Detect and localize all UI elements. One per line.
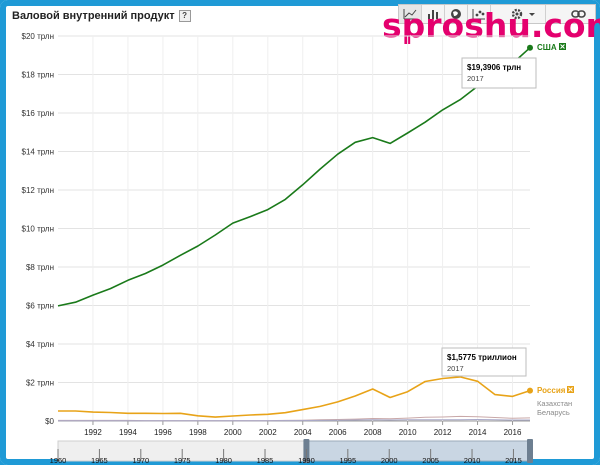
time-range-slider[interactable]: 1960 1965 1970 1975 1980 1985 1990 1995 2000 2005… bbox=[50, 439, 533, 465]
slider-year-label: 2005 bbox=[422, 456, 439, 465]
tooltip-box bbox=[441, 347, 527, 377]
slider-year-label: 1980 bbox=[215, 456, 232, 465]
x-tick-label: 1996 bbox=[154, 428, 172, 437]
line-chart-button[interactable] bbox=[399, 5, 422, 23]
y-tick-label: $12 трлн bbox=[22, 186, 55, 195]
y-tick-label: $18 трлн bbox=[22, 71, 55, 80]
chart-title: Валовой внутренний продукт? bbox=[12, 10, 191, 22]
tooltip-year: 2017 bbox=[447, 364, 464, 373]
x-tick-label: 2002 bbox=[259, 428, 277, 437]
y-tick-label: $14 трлн bbox=[22, 148, 55, 157]
x-axis-ticks: 1992 1994 1996 1998 2000 2002 2004 2006 2008 2010… bbox=[84, 428, 522, 437]
slider-year-label: 2000 bbox=[381, 456, 398, 465]
gear-icon bbox=[511, 8, 535, 20]
x-tick-label: 1992 bbox=[84, 428, 102, 437]
x-tick-label: 2010 bbox=[399, 428, 417, 437]
y-tick-label: $20 трлн bbox=[22, 32, 55, 41]
y-tick-label: $4 трлн bbox=[26, 340, 54, 349]
series-line-1 bbox=[57, 47, 531, 307]
tooltip-year: 2017 bbox=[467, 74, 484, 83]
link-button[interactable] bbox=[567, 5, 589, 23]
scatter-icon bbox=[472, 9, 485, 20]
x-tick-label: 2008 bbox=[364, 428, 382, 437]
slider-year-label: 1985 bbox=[257, 456, 274, 465]
x-tick-label: 2000 bbox=[224, 428, 242, 437]
tooltip-value: $1,5775 триллион bbox=[447, 353, 517, 362]
y-tick-label: $10 трлн bbox=[22, 225, 55, 234]
slider-year-label: 1965 bbox=[91, 456, 108, 465]
slider-year-label: 1970 bbox=[132, 456, 149, 465]
slider-right-handle bbox=[527, 439, 533, 463]
y-tick-label: $16 трлн bbox=[22, 109, 55, 118]
slider-year-label: 2010 bbox=[464, 456, 481, 465]
x-tick-label: 2014 bbox=[469, 428, 487, 437]
slider-year-label: 1960 bbox=[50, 456, 67, 465]
x-tick-label: 2006 bbox=[329, 428, 347, 437]
settings-button[interactable] bbox=[505, 5, 546, 23]
map-button[interactable] bbox=[445, 5, 468, 23]
legend-label-3: Казахстан bbox=[537, 399, 572, 408]
y-tick-label: $2 трлн bbox=[26, 379, 54, 388]
tooltip-value: $19,3906 трлн bbox=[467, 63, 521, 72]
close-icon bbox=[560, 44, 565, 49]
close-icon bbox=[568, 387, 573, 392]
slider-year-label: 2015 bbox=[505, 456, 522, 465]
x-tick-label: 2004 bbox=[294, 428, 312, 437]
bar-chart-icon bbox=[428, 10, 438, 19]
y-tick-label: $8 трлн bbox=[26, 263, 54, 272]
series-line-4 bbox=[58, 419, 530, 422]
help-button[interactable]: ? bbox=[178, 10, 191, 22]
bar-chart-button[interactable] bbox=[422, 5, 445, 23]
map-icon bbox=[451, 9, 461, 19]
legend-label-2: Россия bbox=[537, 386, 566, 395]
chart-title-text: Валовой внутренний продукт bbox=[12, 10, 175, 22]
link-icon bbox=[571, 10, 586, 18]
watermark: sproshu.com bbox=[382, 6, 600, 45]
y-tick-label: $0 bbox=[45, 417, 54, 426]
slider-year-label: 1975 bbox=[174, 456, 191, 465]
chart-tooltips: $19,3906 трлн 2017 $1,5775 триллион 2017 bbox=[441, 57, 537, 377]
x-tick-label: 1998 bbox=[189, 428, 207, 437]
series-endpoint-1 bbox=[527, 44, 533, 51]
legend-label-4: Беларусь bbox=[537, 408, 570, 417]
legend-label-1: США bbox=[537, 43, 557, 52]
slider-year-label: 1995 bbox=[339, 456, 356, 465]
y-tick-label: $6 трлн bbox=[26, 302, 54, 311]
tooltip-box bbox=[461, 57, 537, 89]
slider-year-label: 1990 bbox=[298, 456, 315, 465]
y-axis-ticks: $0 $2 трлн $4 трлн $6 трлн $8 трлн $10 трлн $1… bbox=[22, 32, 55, 426]
x-tick-label: 1994 bbox=[119, 428, 137, 437]
series-line-2 bbox=[58, 376, 531, 418]
x-tick-label: 2012 bbox=[434, 428, 452, 437]
series-endpoint-2 bbox=[527, 387, 533, 394]
chart-series bbox=[57, 44, 533, 422]
x-tick-label: 2016 bbox=[504, 428, 522, 437]
chart-toolbar bbox=[398, 4, 596, 24]
scatter-button[interactable] bbox=[468, 5, 491, 23]
line-chart-icon bbox=[403, 9, 417, 20]
chart-grid bbox=[58, 35, 530, 425]
